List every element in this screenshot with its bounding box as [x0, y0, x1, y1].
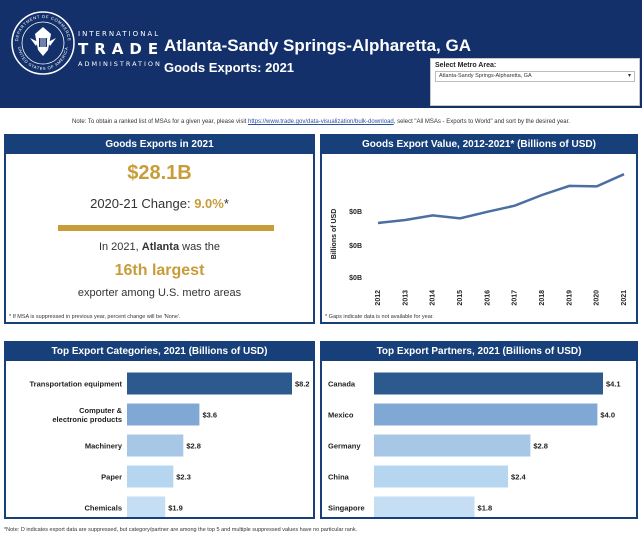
bar-mark — [374, 372, 603, 395]
commerce-seal-logo: DEPARTMENT OF COMMERCE UNITED STATES OF … — [11, 11, 75, 75]
rank-intro-before: In 2021, — [98, 241, 142, 253]
trend-x-tick-label: 2016 — [484, 290, 491, 306]
bar-category-label: Mexico — [328, 411, 354, 420]
trend-footnote: * Gaps indicate data is not available fo… — [325, 314, 434, 320]
bar-category-label: electronic products — [52, 415, 122, 424]
bar-category-label: Germany — [328, 442, 361, 451]
top-note-before: Note: To obtain a ranked list of MSAs fo… — [72, 119, 248, 125]
agency-line3: ADMINISTRATION — [78, 60, 162, 68]
change-value: 9.0% — [194, 196, 224, 211]
bar-category-label: Canada — [328, 380, 356, 389]
bar-value-label: $1.8 — [478, 504, 493, 513]
bar-mark — [374, 465, 508, 488]
trend-x-tick-label: 2012 — [375, 290, 382, 306]
bar-value-label: $3.6 — [202, 411, 217, 420]
bar-category-label: Transportation equipment — [29, 380, 122, 389]
rank-intro-line: In 2021, Atlanta was the — [6, 241, 313, 253]
summary-panel: Goods Exports in 2021 $28.1B 2020-21 Cha… — [4, 134, 315, 324]
trend-heading: Goods Export Value, 2012-2021* (Billions… — [322, 136, 636, 154]
rank-value: 16th largest — [114, 262, 205, 279]
page-subtitle: Goods Exports: 2021 — [164, 60, 295, 75]
bar-mark — [127, 465, 174, 488]
bar-value-label: $4.1 — [606, 380, 621, 389]
trend-y-tick-label: $0B — [349, 209, 362, 216]
bar-category-label: Computer & — [79, 406, 123, 415]
agency-line2: TRADE — [78, 40, 165, 58]
trend-y-axis-label: Billions of USD — [331, 209, 338, 260]
agency-line1: INTERNATIONAL — [78, 30, 161, 38]
partners-panel: Top Export Partners, 2021 (Billions of U… — [320, 341, 638, 519]
trend-x-tick-label: 2015 — [457, 290, 464, 306]
rank-intro-after: was the — [179, 241, 221, 253]
trend-y-tick-label: $0B — [349, 275, 362, 282]
bar-category-label: Paper — [101, 473, 122, 482]
header-banner: DEPARTMENT OF COMMERCE UNITED STATES OF … — [0, 0, 642, 108]
trend-x-tick-label: 2013 — [402, 290, 409, 306]
trend-line-chart: $0B $0B $0B 2012 2013 2014 2015 2016 2017 2018 20… — [331, 173, 628, 306]
bar-mark — [127, 403, 200, 426]
bar-value-label: $2.8 — [533, 442, 548, 451]
bar-value-label: $2.4 — [511, 473, 526, 482]
trend-panel: Goods Export Value, 2012-2021* (Billions… — [320, 134, 638, 324]
bar-mark — [374, 403, 598, 426]
change-line: 2020-21 Change: 9.0%* — [6, 196, 313, 211]
partners-bar-chart: Canada $4.1 Mexico $4.0 Germany $2.8 China $2.4… — [328, 372, 621, 517]
bar-value-label: $1.9 — [168, 504, 183, 513]
bar-mark — [374, 496, 475, 517]
bar-category-label: Chemicals — [84, 504, 122, 513]
metro-area-value: Atlanta-Sandy Springs-Alpharetta, GA — [439, 73, 532, 79]
bar-mark — [374, 434, 531, 457]
bar-value-label: $2.8 — [186, 442, 201, 451]
chevron-down-icon[interactable]: ▾ — [627, 73, 631, 79]
rank-city: Atlanta — [141, 241, 180, 253]
summary-heading: Goods Exports in 2021 — [6, 136, 313, 154]
rank-outro-line: exporter among U.S. metro areas — [77, 287, 242, 299]
bottom-note: *Note: D indicates export data are suppr… — [4, 527, 358, 533]
bar-value-label: $4.0 — [600, 411, 615, 420]
metro-area-selector: Select Metro Area: Atlanta-Sandy Springs… — [430, 58, 640, 106]
trend-x-tick-label: 2020 — [594, 290, 601, 306]
total-exports-value: $28.1B — [127, 162, 192, 184]
categories-heading: Top Export Categories, 2021 (Billions of… — [6, 343, 313, 361]
trend-x-tick-label: 2014 — [430, 290, 437, 306]
trend-x-tick-label: 2019 — [566, 290, 573, 306]
trend-x-tick-label: 2017 — [512, 290, 519, 306]
bar-category-label: Machinery — [85, 442, 123, 451]
change-marker: * — [223, 196, 229, 211]
bar-mark — [127, 434, 184, 457]
trend-x-tick-label: 2018 — [539, 290, 546, 306]
metro-area-dropdown[interactable]: Atlanta-Sandy Springs-Alpharetta, GA ▾ — [435, 71, 635, 82]
bulk-download-link[interactable]: https://www.trade.gov/data-visualization… — [248, 119, 394, 125]
summary-footnote: * If MSA is suppressed in previous year,… — [9, 314, 181, 320]
partners-heading: Top Export Partners, 2021 (Billions of U… — [322, 343, 636, 361]
bar-mark — [127, 372, 292, 395]
ita-wordmark: INTERNATIONAL TRADE ADMINISTRATION — [78, 30, 164, 68]
trend-x-tick-label: 2021 — [621, 290, 628, 306]
trend-y-tick-label: $0B — [349, 243, 362, 250]
bar-value-label: $2.3 — [176, 473, 191, 482]
bar-mark — [127, 496, 166, 517]
top-note: Note: To obtain a ranked list of MSAs fo… — [0, 119, 642, 125]
gold-divider — [58, 225, 274, 231]
trend-series-line — [377, 173, 625, 225]
page-title: Atlanta-Sandy Springs-Alpharetta, GA — [164, 36, 471, 55]
categories-bar-chart: Transportation equipment $8.2 Computer &el… — [29, 372, 310, 517]
categories-panel: Top Export Categories, 2021 (Billions of… — [4, 341, 315, 519]
top-note-after: , select "All MSAs - Exports to World" a… — [393, 119, 570, 125]
metro-area-label: Select Metro Area: — [435, 62, 497, 69]
bar-category-label: Singapore — [328, 504, 365, 513]
bar-category-label: China — [328, 473, 350, 482]
bar-value-label: $8.2 — [295, 380, 310, 389]
change-label: 2020-21 Change: — [90, 196, 195, 211]
